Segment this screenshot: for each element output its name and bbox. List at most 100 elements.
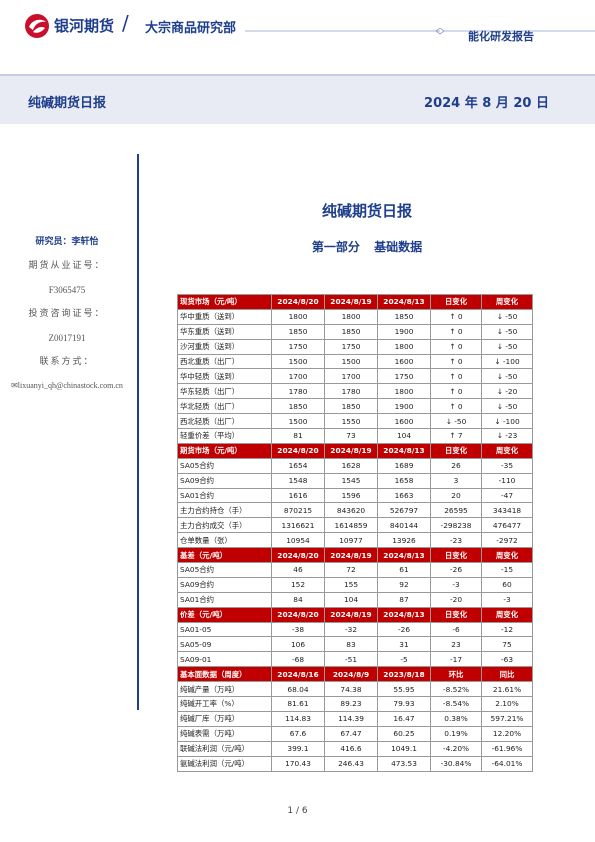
value-cell: 104: [324, 591, 378, 608]
value-cell: 67.47: [324, 725, 378, 742]
value-cell: ↑ 0: [430, 383, 482, 400]
value-cell: 155: [324, 576, 378, 593]
value-cell: 79.93: [377, 696, 431, 712]
table-section-header: 期货市场（元/吨） 2024/8/20 2024/8/19 2024/8/13 日变化周…: [177, 442, 533, 459]
table-row: 氨碱法利润（元/吨） 170.43 246.43 473.53 -30.84% -64.0…: [177, 755, 533, 772]
value-cell: 1548: [271, 472, 325, 489]
value-cell: -12: [481, 621, 533, 638]
table-row: 华东轻质（出厂） 1780 1780 1800 ↑ 0 ↓ -20: [177, 383, 533, 400]
header-cell: 2024/8/19: [324, 442, 378, 459]
value-cell: 104: [377, 428, 431, 444]
value-cell: -3: [481, 591, 533, 608]
value-cell: 870215: [271, 502, 325, 519]
row-label: 沙河重质（送到）: [177, 338, 272, 355]
value-cell: -3: [430, 576, 482, 593]
value-cell: -30.84%: [430, 755, 482, 772]
document-title: 纯碱期货日报: [321, 202, 412, 220]
value-cell: -8.54%: [430, 696, 482, 712]
table-row: 仓单数量（张） 10954 10977 13926 -23 -2972: [177, 532, 533, 549]
value-cell: ↓ -50: [481, 338, 533, 355]
value-cell: 1850: [324, 323, 378, 340]
table-row: 华北轻质（出厂） 1850 1850 1900 ↑ 0 ↓ -50: [177, 398, 533, 415]
header-cell: 周变化: [481, 442, 533, 459]
value-cell: 1750: [377, 368, 431, 385]
value-cell: 1614859: [324, 517, 378, 534]
basic-data-table: 现货市场（元/吨） 2024/8/20 2024/8/19 2024/8/13 日变化周…: [177, 294, 533, 772]
email-contact[interactable]: ✉lixuanyi_qh@chinastock.com.cn: [0, 380, 134, 392]
value-cell: 1500: [271, 353, 325, 370]
section-title: 第一部分 基础数据: [311, 240, 423, 254]
row-label: SA01合约: [177, 487, 272, 504]
value-cell: 20: [430, 487, 482, 504]
value-cell: -68: [271, 651, 325, 668]
value-cell: 26: [430, 457, 482, 474]
value-cell: 75: [481, 636, 533, 653]
value-cell: ↑ 0: [430, 368, 482, 385]
value-cell: ↓ -20: [481, 383, 533, 400]
row-label: SA05-09: [177, 636, 272, 653]
table-row: SA01合约 1616 1596 1663 20 -47: [177, 487, 533, 504]
row-label: SA05合约: [177, 562, 272, 578]
value-cell: 1850: [377, 308, 431, 325]
row-label: 纯碱厂库（万吨）: [177, 710, 272, 727]
value-cell: 1049.1: [377, 740, 431, 757]
row-label: SA09-01: [177, 651, 272, 668]
table-section-header: 价差（元/吨） 2024/8/20 2024/8/19 2024/8/13 日变化 周变化: [177, 606, 533, 623]
row-label: SA01合约: [177, 591, 272, 608]
value-cell: 46: [271, 562, 325, 578]
table-row: SA01-05 -38 -32 -26 -6 -12: [177, 621, 533, 638]
row-label: 氨碱法利润（元/吨）: [177, 755, 272, 772]
analyst-sidebar: 研究员：李轩怡 期货从业证号： F3065475 投资咨询证号： Z001719…: [0, 236, 134, 392]
row-label: SA01-05: [177, 621, 272, 638]
value-cell: 61: [377, 562, 431, 578]
table-row: SA09合约 152 155 92 -3 60: [177, 576, 533, 593]
value-cell: ↓ -50: [481, 368, 533, 385]
value-cell: 1750: [271, 338, 325, 355]
value-cell: 1900: [377, 398, 431, 415]
value-cell: 74.38: [324, 681, 378, 698]
value-cell: 83: [324, 636, 378, 653]
header-cell: 2023/8/18: [377, 666, 431, 683]
table-row: SA09合约 1548 1545 1658 3 -110: [177, 472, 533, 489]
row-label: 华东轻质（出厂）: [177, 383, 272, 400]
value-cell: -5: [377, 651, 431, 668]
value-cell: 1780: [324, 383, 378, 400]
value-cell: 87: [377, 591, 431, 608]
value-cell: -63: [481, 651, 533, 668]
value-cell: -2972: [481, 532, 533, 549]
header-cell: 日变化: [430, 442, 482, 459]
header-rule: [245, 28, 595, 35]
value-cell: 72: [324, 562, 378, 578]
row-label: 主力合约成交（手）: [177, 517, 272, 534]
row-label: 联碱法利润（元/吨）: [177, 740, 272, 757]
value-cell: 526797: [377, 502, 431, 519]
value-cell: 13926: [377, 532, 431, 549]
value-cell: ↓ -50: [430, 413, 482, 430]
row-label: SA09合约: [177, 472, 272, 489]
value-cell: 16.47: [377, 710, 431, 727]
value-cell: ↓ -50: [481, 398, 533, 415]
value-cell: 1500: [324, 353, 378, 370]
header-cell: 同比: [481, 666, 533, 683]
email-address[interactable]: lixuanyi_qh@chinastock.com.cn: [17, 381, 123, 390]
row-label: 华北轻质（出厂）: [177, 398, 272, 415]
value-cell: ↑ 0: [430, 398, 482, 415]
value-cell: 597.21%: [481, 710, 533, 727]
value-cell: -61.96%: [481, 740, 533, 757]
value-cell: -26: [377, 621, 431, 638]
value-cell: 3: [430, 472, 482, 489]
value-cell: -32: [324, 621, 378, 638]
header-cell: 日变化: [430, 547, 482, 564]
value-cell: 1900: [377, 323, 431, 340]
value-cell: 89.23: [324, 696, 378, 712]
value-cell: 1689: [377, 457, 431, 474]
value-cell: 73: [324, 428, 378, 444]
value-cell: -26: [430, 562, 482, 578]
table-row: 西北重质（出厂） 1500 1500 1600 ↑ 0 ↓ -100: [177, 353, 533, 370]
value-cell: 343418: [481, 502, 533, 519]
value-cell: -38: [271, 621, 325, 638]
value-cell: 843620: [324, 502, 378, 519]
value-cell: 1545: [324, 472, 378, 489]
table-row: SA09-01 -68 -51 -5 -17 -63: [177, 651, 533, 668]
table-row: 主力合约成交（手） 1316621 1614859 840144 -298238 4764…: [177, 517, 533, 534]
